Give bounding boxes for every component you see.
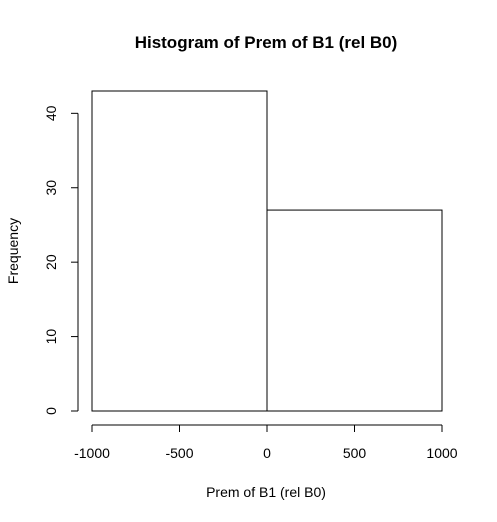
y-tick-label: 40 xyxy=(43,105,59,121)
y-tick-label: 30 xyxy=(43,180,59,196)
x-tick-label: -1000 xyxy=(74,445,110,461)
bars-group xyxy=(91,90,443,412)
chart-title: Histogram of Prem of B1 (rel B0) xyxy=(135,33,398,52)
x-axis-label: Prem of B1 (rel B0) xyxy=(206,484,326,500)
x-tick-label: 1000 xyxy=(426,445,457,461)
y-axis: 0 10 20 30 40 xyxy=(43,105,79,415)
y-tick-label: 20 xyxy=(43,254,59,270)
x-tick-label: 0 xyxy=(263,445,271,461)
histogram-bar-2 xyxy=(266,209,443,412)
x-axis: -1000 -500 0 500 1000 xyxy=(74,424,458,461)
y-tick-label: 0 xyxy=(43,407,59,415)
y-axis-label: Frequency xyxy=(5,218,21,284)
x-tick-label: 500 xyxy=(343,445,367,461)
x-tick-label: -500 xyxy=(165,445,193,461)
histogram-bar-1 xyxy=(91,90,268,412)
y-tick-label: 10 xyxy=(43,329,59,345)
